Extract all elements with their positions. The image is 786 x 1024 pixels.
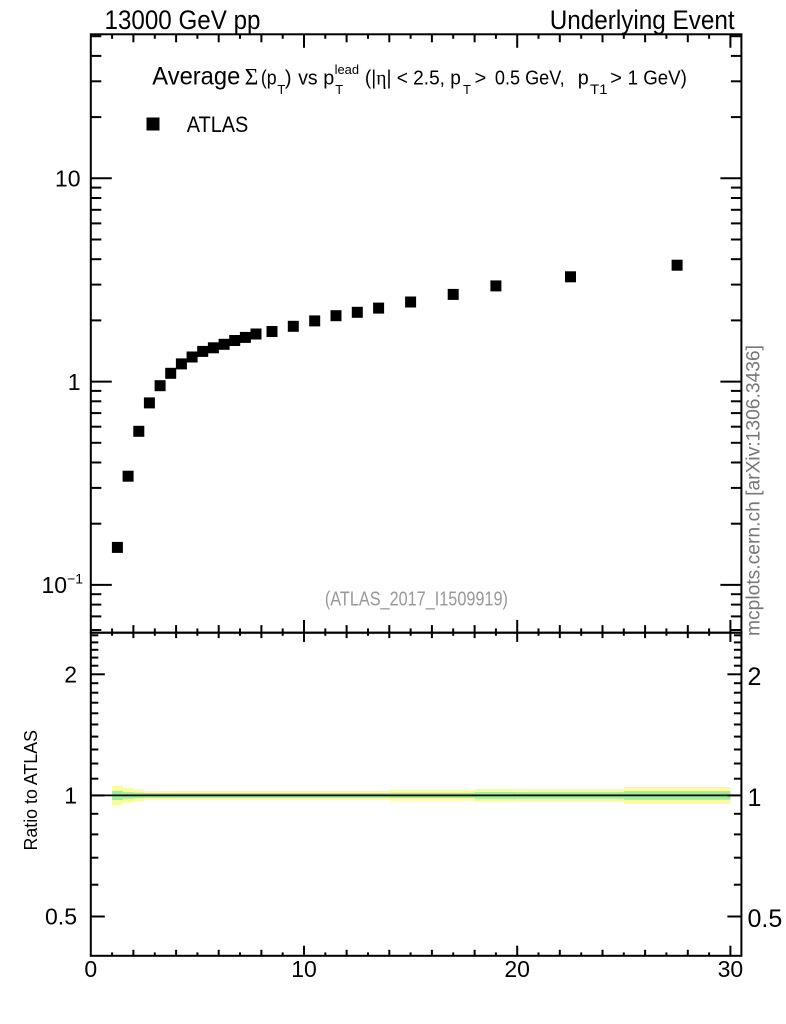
svg-text:>: > — [475, 67, 487, 89]
svg-text:>: > — [610, 67, 622, 89]
svg-text:2: 2 — [64, 662, 77, 688]
svg-text:vs: vs — [298, 67, 317, 89]
svg-text:10−1: 10−1 — [42, 571, 84, 599]
svg-text:T: T — [463, 82, 471, 97]
svg-text:T1: T1 — [590, 82, 607, 97]
svg-text:0.5 GeV,: 0.5 GeV, — [495, 67, 565, 89]
svg-text:lead: lead — [335, 62, 360, 77]
svg-text:p: p — [323, 67, 334, 89]
svg-text:10: 10 — [291, 956, 317, 982]
svg-text:1: 1 — [64, 783, 77, 809]
svg-text:): ) — [285, 67, 292, 89]
svg-text:1: 1 — [68, 369, 81, 395]
svg-text:0.5: 0.5 — [748, 905, 783, 933]
svg-text:2: 2 — [748, 663, 762, 691]
svg-text:Average: Average — [152, 62, 240, 90]
svg-text:ATLAS: ATLAS — [187, 112, 249, 137]
svg-text:p: p — [578, 67, 589, 89]
svg-text:Ratio to ATLAS: Ratio to ATLAS — [20, 730, 41, 851]
svg-text:mcplots.cern.ch [arXiv:1306.34: mcplots.cern.ch [arXiv:1306.3436] — [744, 345, 765, 636]
svg-text:13000 GeV pp: 13000 GeV pp — [105, 5, 261, 35]
svg-text:1 GeV): 1 GeV) — [628, 67, 687, 89]
svg-text:0.5: 0.5 — [45, 904, 77, 930]
svg-text:30: 30 — [718, 956, 744, 982]
svg-text:T: T — [335, 82, 343, 97]
svg-text:T: T — [277, 82, 285, 97]
svg-text:20: 20 — [504, 956, 530, 982]
svg-text:10: 10 — [55, 166, 81, 192]
svg-text:0: 0 — [84, 956, 97, 982]
svg-text:(p: (p — [261, 67, 277, 89]
svg-text:(ATLAS_2017_I1509919): (ATLAS_2017_I1509919) — [325, 589, 508, 611]
svg-text:1: 1 — [748, 784, 762, 812]
svg-text:Underlying Event: Underlying Event — [550, 5, 735, 35]
svg-text:(|η| < 2.5, p: (|η| < 2.5, p — [365, 67, 461, 89]
svg-text:Σ: Σ — [245, 64, 259, 90]
